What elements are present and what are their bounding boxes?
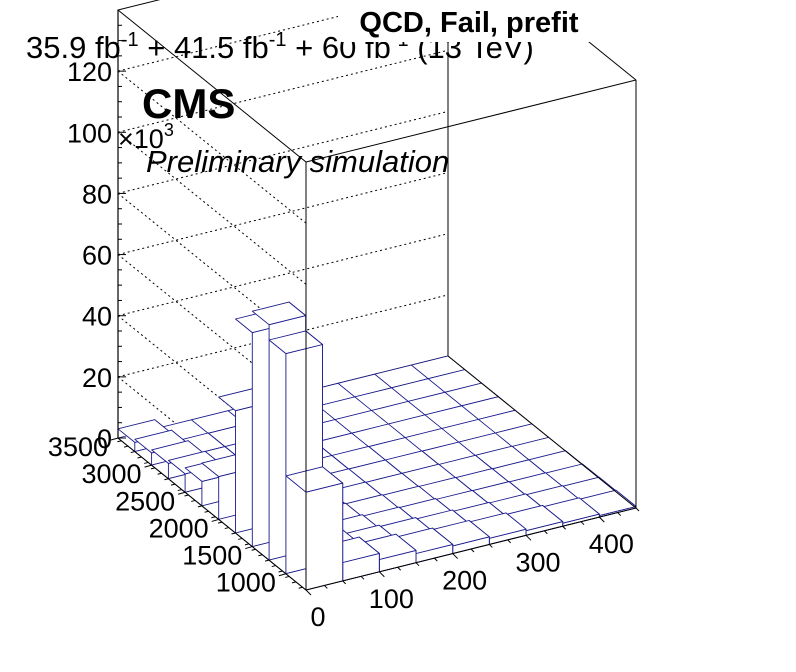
histogram-bars bbox=[117, 301, 637, 591]
y-tick-label-3500: 3500 bbox=[48, 432, 108, 462]
z-grid-left-100 bbox=[117, 131, 307, 285]
z-grid-back-120 bbox=[117, 0, 407, 72]
z-multiplier-base: ×10 bbox=[118, 124, 164, 154]
y-tick-1000 bbox=[278, 573, 286, 577]
z-multiplier-exponent: 3 bbox=[164, 120, 174, 140]
x-minor-tick bbox=[342, 580, 347, 585]
y-minor-tick bbox=[130, 451, 135, 454]
x-tick-400 bbox=[598, 516, 605, 523]
y-tick-2500 bbox=[178, 491, 186, 495]
bar-y0-x0-top bbox=[285, 466, 344, 493]
z-grid-back-60 bbox=[117, 172, 449, 256]
y-axis-line bbox=[117, 437, 307, 591]
x-minor-tick bbox=[580, 521, 585, 526]
y-tick-label-1500: 1500 bbox=[182, 541, 242, 571]
x-tick-300 bbox=[525, 534, 532, 541]
x-tick-label-100: 100 bbox=[369, 584, 414, 614]
z-tick-label-0: 0 bbox=[97, 424, 112, 454]
y-minor-tick bbox=[291, 581, 297, 584]
y-minor-tick bbox=[211, 516, 216, 519]
y-tick-2000 bbox=[211, 518, 219, 522]
floor-right-edge bbox=[447, 355, 637, 509]
lumi-part-1: + 41.5 fb bbox=[139, 30, 269, 65]
top-front-edge bbox=[305, 79, 637, 163]
z-grid-back-80 bbox=[117, 110, 449, 194]
y-minor-tick bbox=[184, 494, 189, 497]
lumi-sup-1: -1 bbox=[269, 29, 287, 51]
y-minor-tick bbox=[170, 483, 176, 486]
z-tick-label-100: 100 bbox=[67, 118, 112, 148]
bar-y0-x0-front bbox=[305, 482, 344, 591]
y-tick-3500 bbox=[110, 437, 119, 441]
z-tick-label-80: 80 bbox=[82, 179, 112, 209]
y-tick-label-2000: 2000 bbox=[149, 513, 209, 543]
x-tick-200 bbox=[452, 553, 459, 559]
z-axis-multiplier: ×103 bbox=[118, 120, 174, 154]
x-tick-100 bbox=[378, 571, 385, 578]
y-minor-tick bbox=[204, 510, 209, 513]
y-minor-tick bbox=[264, 559, 270, 562]
y-minor-tick bbox=[150, 467, 156, 470]
axis-ticks: 0 20 40 60 80 100 120 0 100 200 300 400 100015002000… bbox=[48, 24, 640, 632]
x-tick-label-0: 0 bbox=[310, 602, 325, 632]
y-tick-1500 bbox=[245, 546, 253, 550]
x-minor-tick bbox=[470, 548, 475, 553]
lumi-sup-0: -1 bbox=[121, 29, 139, 51]
y-minor-tick bbox=[251, 548, 256, 551]
y-minor-tick bbox=[258, 554, 263, 557]
y-minor-tick bbox=[278, 570, 283, 573]
x-tick-label-400: 400 bbox=[589, 529, 634, 559]
x-minor-tick bbox=[543, 530, 548, 535]
x-minor-tick bbox=[617, 512, 622, 516]
y-minor-tick bbox=[144, 461, 149, 464]
y-minor-tick bbox=[231, 532, 236, 535]
x-minor-tick bbox=[415, 562, 420, 567]
x-minor-tick bbox=[635, 507, 640, 512]
y-minor-tick bbox=[298, 586, 303, 589]
z-tick-label-20: 20 bbox=[82, 363, 112, 393]
y-minor-tick bbox=[164, 478, 169, 481]
bar-y2-x0-top bbox=[251, 301, 307, 326]
y-minor-tick bbox=[157, 472, 162, 475]
y-tick-label-3000: 3000 bbox=[81, 459, 141, 489]
x-minor-tick bbox=[397, 566, 402, 571]
y-minor-tick bbox=[238, 537, 243, 540]
title-box bbox=[338, 0, 600, 42]
y-minor-tick bbox=[191, 499, 196, 502]
x-minor-tick bbox=[488, 544, 493, 548]
x-minor-tick bbox=[360, 575, 365, 580]
x-minor-tick bbox=[433, 557, 438, 562]
x-tick-label-200: 200 bbox=[442, 566, 487, 596]
x-minor-tick bbox=[507, 539, 512, 544]
z-tick-label-120: 120 bbox=[67, 57, 112, 87]
z-tick-label-60: 60 bbox=[82, 241, 112, 271]
z-grid-back-40 bbox=[117, 233, 449, 317]
plot-title: QCD, Fail, prefit bbox=[359, 7, 578, 39]
x-tick-label-300: 300 bbox=[515, 547, 560, 577]
z-grid-back-100 bbox=[117, 49, 449, 133]
y-minor-tick bbox=[123, 445, 129, 448]
y-tick-label-1000: 1000 bbox=[216, 568, 276, 598]
y-minor-tick bbox=[117, 440, 122, 443]
y-minor-tick bbox=[271, 565, 276, 568]
y-minor-tick bbox=[244, 543, 250, 546]
cms-label: CMS bbox=[142, 80, 235, 127]
preliminary-label: Preliminary simulation bbox=[146, 144, 449, 179]
x-minor-tick bbox=[323, 585, 328, 589]
y-minor-tick bbox=[217, 521, 223, 524]
y-minor-tick bbox=[285, 575, 290, 578]
y-minor-tick bbox=[137, 456, 142, 459]
x-minor-tick bbox=[562, 525, 567, 530]
y-minor-tick bbox=[177, 489, 182, 492]
y-tick-3000 bbox=[144, 464, 152, 468]
z-grid-left-120 bbox=[117, 70, 307, 224]
x-tick-0 bbox=[305, 589, 312, 596]
z-tick-label-40: 40 bbox=[82, 302, 112, 332]
y-tick-label-2500: 2500 bbox=[115, 486, 175, 516]
y-minor-tick bbox=[224, 527, 229, 530]
y-minor-tick bbox=[197, 505, 203, 508]
lumi-part-0: 35.9 fb bbox=[26, 30, 121, 65]
